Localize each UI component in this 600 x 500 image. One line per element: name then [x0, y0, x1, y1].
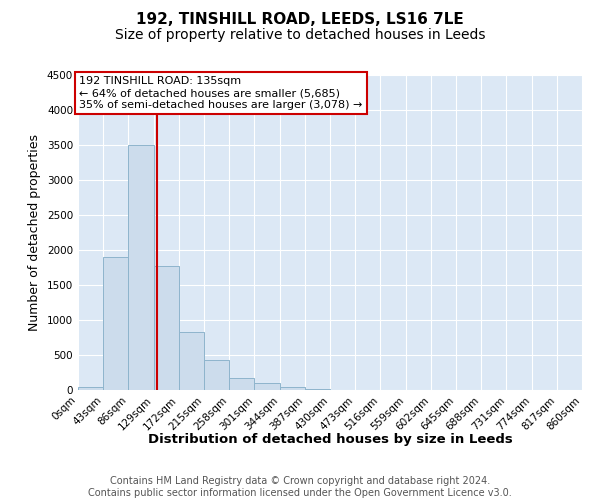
Bar	[179, 332, 204, 390]
Bar	[305, 388, 330, 390]
Bar	[128, 145, 154, 390]
Text: Distribution of detached houses by size in Leeds: Distribution of detached houses by size …	[148, 432, 512, 446]
Bar	[103, 257, 128, 390]
Text: Size of property relative to detached houses in Leeds: Size of property relative to detached ho…	[115, 28, 485, 42]
Text: Contains HM Land Registry data © Crown copyright and database right 2024.
Contai: Contains HM Land Registry data © Crown c…	[88, 476, 512, 498]
Bar	[78, 386, 103, 390]
Bar	[154, 266, 179, 390]
Bar	[204, 360, 229, 390]
Bar	[280, 386, 305, 390]
Y-axis label: Number of detached properties: Number of detached properties	[28, 134, 41, 331]
Text: 192 TINSHILL ROAD: 135sqm
← 64% of detached houses are smaller (5,685)
35% of se: 192 TINSHILL ROAD: 135sqm ← 64% of detac…	[79, 76, 362, 110]
Text: 192, TINSHILL ROAD, LEEDS, LS16 7LE: 192, TINSHILL ROAD, LEEDS, LS16 7LE	[136, 12, 464, 28]
Bar	[254, 383, 280, 390]
Bar	[229, 378, 254, 390]
